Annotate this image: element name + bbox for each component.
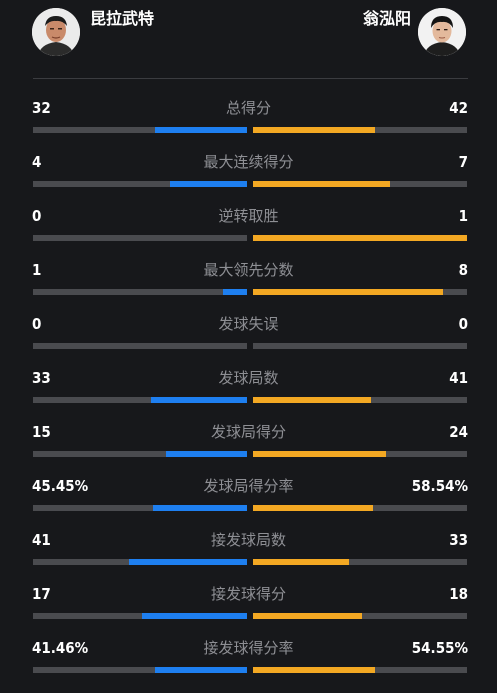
stat-right-bar-fill [253, 181, 390, 187]
stat-left-value: 41.46% [32, 639, 89, 657]
stat-right-bar-track [253, 127, 467, 133]
stat-left-bar-track [33, 505, 247, 511]
stat-row: 41.46% 接发球得分率 54.55% [0, 639, 497, 693]
stat-row: 45.45% 发球局得分率 58.54% [0, 477, 497, 531]
stat-right-value: 1 [458, 207, 468, 225]
stat-right-bar-fill [253, 505, 373, 511]
stat-left-value: 41 [32, 531, 51, 549]
player-header: 昆拉武特 翁泓阳 [0, 0, 497, 79]
stat-right-bar-track [253, 451, 467, 457]
stat-left-bar-fill [166, 451, 247, 457]
stat-row: 17 接发球得分 18 [0, 585, 497, 639]
stat-label: 总得分 [225, 99, 271, 117]
stat-label: 最大连续得分 [203, 153, 294, 171]
stat-right-bar-fill [253, 397, 371, 403]
player-left-photo [32, 8, 80, 56]
stat-left-bar-track [33, 667, 247, 673]
stat-right-bar-track [253, 667, 467, 673]
stat-row: 0 逆转取胜 1 [0, 207, 497, 261]
stat-label: 最大领先分数 [203, 261, 294, 279]
stat-row: 41 接发球局数 33 [0, 531, 497, 585]
stat-right-value: 42 [449, 99, 468, 117]
stat-label: 发球局数 [218, 369, 279, 387]
stat-right-bar-track [253, 397, 467, 403]
stat-left-bar-track [33, 451, 247, 457]
stat-left-bar-fill [153, 505, 247, 511]
stat-right-bar-fill [253, 559, 349, 565]
stat-left-bar-fill [170, 181, 247, 187]
stat-right-bar-fill [253, 613, 362, 619]
stat-right-bar-track [253, 559, 467, 565]
stat-label: 发球局得分率 [203, 477, 294, 495]
stat-right-bar-track [253, 181, 467, 187]
stat-row: 15 发球局得分 24 [0, 423, 497, 477]
stat-left-value: 4 [32, 153, 42, 171]
stat-left-bar-track [33, 289, 247, 295]
stat-right-value: 33 [449, 531, 468, 549]
stat-left-value: 0 [32, 207, 42, 225]
player-left-avatar[interactable] [32, 8, 80, 56]
stat-label: 逆转取胜 [218, 207, 279, 225]
stat-right-bar-track [253, 613, 467, 619]
stat-right-bar-track [253, 343, 467, 349]
stat-right-bar-track [253, 505, 467, 511]
stat-right-bar-track [253, 235, 467, 241]
stat-row: 32 总得分 42 [0, 99, 497, 153]
stat-right-value: 54.55% [411, 639, 468, 657]
stat-right-value: 8 [458, 261, 468, 279]
stat-left-bar-track [33, 559, 247, 565]
stat-left-value: 15 [32, 423, 51, 441]
stat-row: 33 发球局数 41 [0, 369, 497, 423]
stat-right-bar-fill [253, 235, 467, 241]
stat-right-value: 24 [449, 423, 468, 441]
stat-right-bar-fill [253, 667, 375, 673]
stat-left-value: 1 [32, 261, 42, 279]
stat-left-value: 0 [32, 315, 42, 333]
stat-label: 接发球得分 [210, 585, 286, 603]
stat-left-value: 32 [32, 99, 51, 117]
stat-right-bar-track [253, 289, 467, 295]
stat-right-value: 41 [449, 369, 468, 387]
stat-left-bar-fill [151, 397, 247, 403]
stat-row: 4 最大连续得分 7 [0, 153, 497, 207]
stat-label: 发球失误 [218, 315, 279, 333]
stat-left-bar-track [33, 181, 247, 187]
stat-left-bar-track [33, 127, 247, 133]
stat-right-value: 7 [458, 153, 468, 171]
stat-left-bar-track [33, 613, 247, 619]
stat-left-bar-fill [142, 613, 247, 619]
stat-right-bar-fill [253, 451, 386, 457]
player-right-photo [418, 8, 466, 56]
stat-right-value: 58.54% [411, 477, 468, 495]
stat-left-value: 17 [32, 585, 51, 603]
stat-left-bar-fill [129, 559, 247, 565]
stat-left-bar-track [33, 397, 247, 403]
stat-row: 0 发球失误 0 [0, 315, 497, 369]
player-right-name[interactable]: 翁泓阳 [362, 9, 411, 28]
header-divider [33, 78, 468, 79]
stat-label: 发球局得分 [210, 423, 286, 441]
stat-right-value: 0 [458, 315, 468, 333]
stat-left-bar-track [33, 343, 247, 349]
stat-label: 接发球得分率 [203, 639, 294, 657]
stat-label: 接发球局数 [210, 531, 286, 549]
stat-left-bar-fill [223, 289, 247, 295]
stat-left-bar-track [33, 235, 247, 241]
player-left-name[interactable]: 昆拉武特 [90, 9, 155, 28]
stat-left-value: 33 [32, 369, 51, 387]
stat-left-bar-fill [155, 667, 247, 673]
stat-left-value: 45.45% [32, 477, 89, 495]
stat-left-bar-fill [155, 127, 247, 133]
player-right-avatar[interactable] [418, 8, 466, 56]
stat-right-value: 18 [449, 585, 468, 603]
stat-row: 1 最大领先分数 8 [0, 261, 497, 315]
stat-right-bar-fill [253, 127, 375, 133]
stat-right-bar-fill [253, 289, 443, 295]
